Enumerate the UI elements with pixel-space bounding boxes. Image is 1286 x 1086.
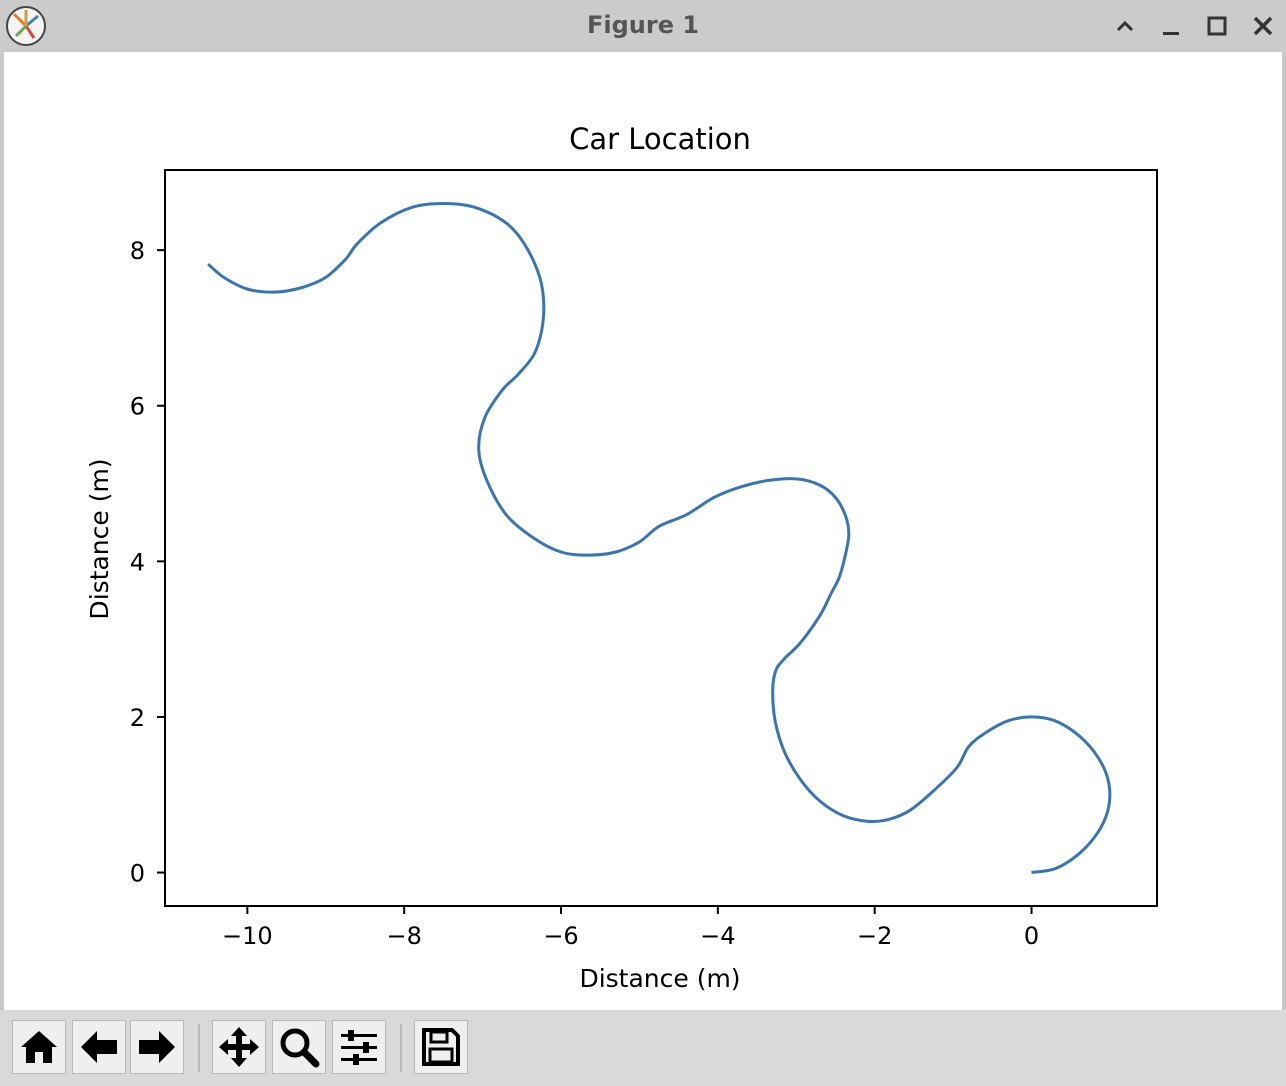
x-tick-label: −10 <box>222 922 273 950</box>
maximize-button[interactable] <box>1200 8 1234 44</box>
chart-title: Car Location <box>569 122 751 156</box>
y-tick-label: 0 <box>130 860 145 888</box>
window-title: Figure 1 <box>586 11 700 39</box>
arrow-right-icon <box>139 1031 175 1063</box>
y-tick-label: 8 <box>130 237 145 265</box>
x-axis-label: Distance (m) <box>579 964 740 993</box>
minimize-icon <box>1163 32 1179 35</box>
pan-button[interactable] <box>212 1020 266 1074</box>
y-axis-label: Distance (m) <box>85 458 114 619</box>
zoom-button[interactable] <box>272 1020 326 1074</box>
car-path-line <box>207 201 1112 874</box>
y-tick-label: 4 <box>130 548 145 576</box>
x-tick-label: −8 <box>386 922 421 950</box>
collapse-button[interactable] <box>1108 8 1142 44</box>
toolbar-separator <box>198 1024 200 1072</box>
sliders-icon <box>341 1030 377 1065</box>
axes-frame <box>164 169 1158 907</box>
x-tick-label: −4 <box>700 922 735 950</box>
move-icon <box>219 1027 259 1067</box>
x-tick-label: −6 <box>543 922 578 950</box>
magnifier-icon <box>280 1028 320 1068</box>
maximize-icon <box>1207 16 1227 36</box>
window-titlebar[interactable]: Figure 1 <box>0 0 1286 52</box>
home-button[interactable] <box>12 1020 66 1074</box>
figure-canvas[interactable]: Car Location −10 −8 −6 −4 −2 0 0 2 4 6 8 Distance… <box>4 52 1282 1010</box>
chart: Car Location −10 −8 −6 −4 −2 0 0 2 4 6 8 Distance… <box>85 122 1158 993</box>
home-icon <box>21 1031 57 1063</box>
y-axis: 0 2 4 6 8 <box>130 237 165 888</box>
floppy-disk-icon <box>422 1028 460 1066</box>
minimize-button[interactable] <box>1154 8 1188 44</box>
y-tick-label: 6 <box>130 393 145 421</box>
x-axis: −10 −8 −6 −4 −2 0 <box>222 906 1039 950</box>
y-tick-label: 2 <box>130 704 145 732</box>
close-icon <box>1253 16 1273 36</box>
toolbar-separator <box>400 1024 402 1072</box>
navigation-toolbar <box>0 1010 1286 1086</box>
close-button[interactable] <box>1246 8 1280 44</box>
save-button[interactable] <box>414 1020 468 1074</box>
forward-button[interactable] <box>130 1020 184 1074</box>
x-tick-label: 0 <box>1024 922 1039 950</box>
x-tick-label: −2 <box>857 922 892 950</box>
configure-subplots-button[interactable] <box>332 1020 386 1074</box>
arrow-left-icon <box>81 1031 117 1063</box>
chevron-up-icon <box>1116 20 1134 32</box>
app-logo-icon <box>4 4 48 48</box>
back-button[interactable] <box>72 1020 126 1074</box>
